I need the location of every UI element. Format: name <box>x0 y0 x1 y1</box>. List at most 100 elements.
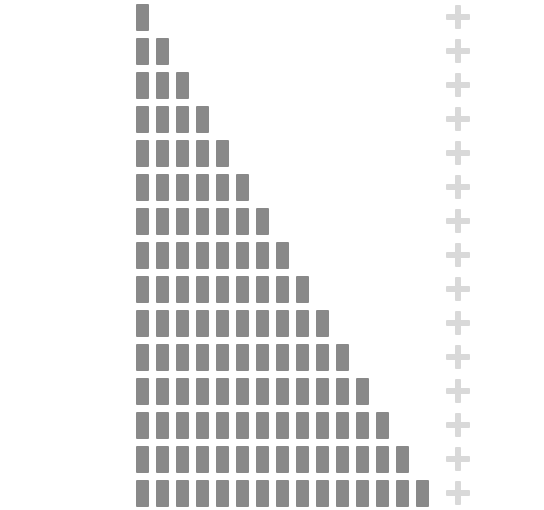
block <box>256 310 269 337</box>
block <box>136 174 149 201</box>
add-row-button[interactable] <box>444 37 472 65</box>
add-row-button[interactable] <box>444 207 472 235</box>
block <box>136 276 149 303</box>
add-row-button[interactable] <box>444 343 472 371</box>
block <box>156 106 169 133</box>
block <box>316 378 329 405</box>
block <box>216 378 229 405</box>
block <box>276 480 289 507</box>
block <box>356 412 369 439</box>
block <box>216 480 229 507</box>
block <box>176 446 189 473</box>
add-row-button[interactable] <box>444 105 472 133</box>
block <box>236 412 249 439</box>
block <box>176 276 189 303</box>
add-row-button[interactable] <box>444 479 472 507</box>
block <box>136 378 149 405</box>
block <box>256 378 269 405</box>
block <box>176 242 189 269</box>
block <box>256 242 269 269</box>
add-row-button[interactable] <box>444 241 472 269</box>
block <box>236 242 249 269</box>
block <box>236 174 249 201</box>
block <box>316 446 329 473</box>
block <box>316 480 329 507</box>
block <box>176 480 189 507</box>
block <box>196 446 209 473</box>
block <box>136 480 149 507</box>
block <box>336 446 349 473</box>
add-row-button[interactable] <box>444 309 472 337</box>
block <box>276 310 289 337</box>
block <box>136 4 149 31</box>
block <box>176 140 189 167</box>
add-row-button[interactable] <box>444 377 472 405</box>
block <box>176 344 189 371</box>
add-row-button[interactable] <box>444 411 472 439</box>
block <box>296 378 309 405</box>
block <box>156 242 169 269</box>
block <box>256 344 269 371</box>
add-row-button[interactable] <box>444 275 472 303</box>
block <box>156 480 169 507</box>
block <box>356 378 369 405</box>
block <box>176 106 189 133</box>
block <box>296 412 309 439</box>
block <box>316 412 329 439</box>
block <box>176 310 189 337</box>
block <box>276 276 289 303</box>
block <box>176 72 189 99</box>
block <box>256 208 269 235</box>
block <box>256 276 269 303</box>
block <box>136 38 149 65</box>
block <box>156 276 169 303</box>
block <box>136 446 149 473</box>
block <box>216 140 229 167</box>
block <box>376 480 389 507</box>
add-row-button[interactable] <box>444 71 472 99</box>
block <box>216 412 229 439</box>
block <box>296 344 309 371</box>
block <box>276 344 289 371</box>
block <box>196 140 209 167</box>
block <box>396 480 409 507</box>
add-row-button[interactable] <box>444 445 472 473</box>
block <box>176 378 189 405</box>
block <box>156 140 169 167</box>
block <box>216 208 229 235</box>
block <box>156 38 169 65</box>
block <box>136 106 149 133</box>
block <box>296 480 309 507</box>
block <box>236 378 249 405</box>
block <box>276 446 289 473</box>
block <box>196 242 209 269</box>
block <box>356 446 369 473</box>
block <box>236 480 249 507</box>
block <box>176 174 189 201</box>
add-row-button[interactable] <box>444 173 472 201</box>
block <box>196 174 209 201</box>
block <box>236 310 249 337</box>
block <box>296 446 309 473</box>
block <box>136 310 149 337</box>
block <box>196 378 209 405</box>
block <box>156 344 169 371</box>
block <box>356 480 369 507</box>
block <box>216 242 229 269</box>
block <box>236 446 249 473</box>
block <box>196 344 209 371</box>
block <box>216 174 229 201</box>
block <box>396 446 409 473</box>
add-row-button[interactable] <box>444 3 472 31</box>
block <box>216 344 229 371</box>
add-row-button[interactable] <box>444 139 472 167</box>
block <box>316 310 329 337</box>
block <box>136 242 149 269</box>
block <box>156 174 169 201</box>
block <box>276 242 289 269</box>
block <box>196 480 209 507</box>
block <box>336 344 349 371</box>
block <box>136 412 149 439</box>
block <box>256 446 269 473</box>
